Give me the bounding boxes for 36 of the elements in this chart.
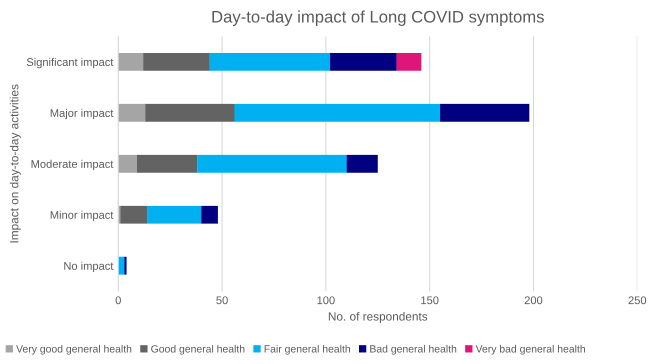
bar: [147, 206, 202, 224]
bar: [346, 154, 378, 173]
x-tick-label: 50: [216, 296, 228, 304]
y-tick-label: Significant impact: [26, 58, 114, 68]
legend-label: Bad general health: [370, 344, 456, 355]
legend-label: Good general health: [151, 344, 244, 355]
bar: [197, 154, 347, 173]
bar: [118, 104, 146, 122]
y-tick-label: Major impact: [50, 108, 114, 120]
x-tick-label: 100: [317, 296, 335, 304]
bar: [440, 104, 530, 122]
bar: [136, 154, 198, 173]
x-tick-label: 200: [524, 296, 542, 304]
bar: [210, 52, 330, 71]
y-tick-label: No impact: [64, 262, 114, 272]
chart-title: Day-to-day impact of Long COVID symptoms: [212, 10, 544, 26]
bar: [120, 206, 148, 224]
legend-label: Fair general health: [264, 344, 350, 355]
x-axis-title: No. of respondents: [328, 312, 428, 323]
y-tick-label: Moderate impact: [32, 160, 114, 170]
x-tick-label: 0: [116, 296, 121, 304]
legend-label: Very good general health: [16, 344, 132, 355]
legend-label: Very bad general health: [476, 344, 585, 355]
bar: [396, 52, 422, 71]
bar: [118, 154, 137, 173]
y-tick-label: Minor impact: [50, 210, 114, 222]
bar: [201, 206, 218, 224]
bar: [330, 52, 396, 71]
bar: [145, 104, 235, 122]
x-tick-label: 150: [421, 296, 439, 304]
bar: [124, 256, 127, 275]
x-tick-label: 250: [628, 296, 646, 304]
bar: [118, 52, 144, 71]
bar: [143, 52, 210, 71]
y-axis-title: Impact on day-to-day activities: [10, 84, 21, 242]
bar: [234, 104, 440, 122]
